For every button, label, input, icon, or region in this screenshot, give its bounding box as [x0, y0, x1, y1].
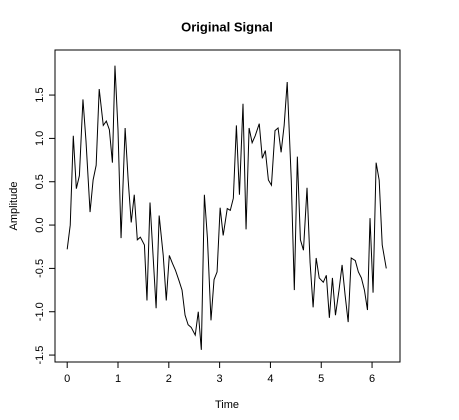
- y-tick-label: 0.5: [34, 174, 46, 189]
- y-tick-label: -0.5: [34, 259, 46, 278]
- plot-box: [54, 49, 401, 363]
- y-axis-label: Amplitude: [8, 182, 20, 231]
- y-tick-label: 1.0: [34, 131, 46, 146]
- chart-title: Original Signal: [181, 19, 273, 34]
- x-axis-label: Time: [215, 399, 239, 411]
- x-tick-label: 5: [318, 373, 324, 385]
- y-tick-label: -1.5: [34, 346, 46, 365]
- x-tick-label: 3: [217, 373, 223, 385]
- signal-line: [66, 65, 387, 350]
- x-tick-label: 4: [267, 373, 273, 385]
- x-tick-label: 0: [64, 373, 70, 385]
- x-tick-label: 1: [115, 373, 121, 385]
- x-tick-label: 2: [166, 373, 172, 385]
- y-tick-label: 0.0: [34, 217, 46, 232]
- x-tick-label: 6: [369, 373, 375, 385]
- y-tick-label: 1.5: [34, 87, 46, 102]
- y-tick-label: -1.0: [34, 302, 46, 321]
